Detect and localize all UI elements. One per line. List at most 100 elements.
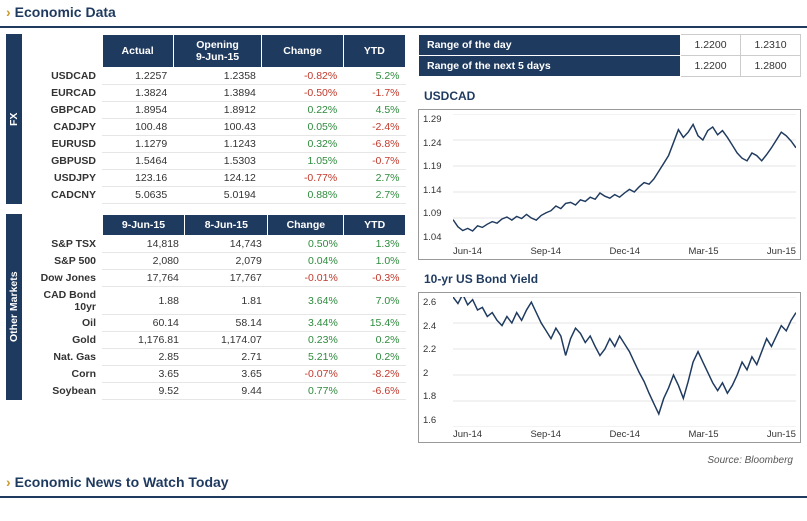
cell-actual: 9.52 (102, 383, 185, 400)
row-label: USDCAD (22, 68, 102, 85)
cell-ytd: 1.0% (344, 253, 406, 270)
section-header-news: ›Economic News to Watch Today (0, 470, 807, 494)
ytick: 1.6 (423, 415, 451, 426)
ytick: 1.8 (423, 391, 451, 402)
cell-open: 1.81 (185, 287, 268, 315)
range-high: 1.2310 (741, 35, 801, 56)
title-text: Economic Data (15, 4, 116, 20)
cell-ytd: -0.3% (344, 270, 406, 287)
row-label: Gold (22, 332, 102, 349)
source-label: Source: Bloomberg (418, 453, 801, 470)
cell-actual: 5.0635 (102, 187, 173, 204)
cell-ytd: -8.2% (344, 366, 406, 383)
cell-open: 14,743 (185, 236, 268, 253)
cell-change: 0.50% (268, 236, 344, 253)
row-label: GBPUSD (22, 153, 102, 170)
xtick: Jun-14 (453, 246, 482, 257)
separator (0, 496, 807, 498)
table-row: USDCAD1.22571.2358-0.82%5.2% (22, 68, 406, 85)
cell-actual: 123.16 (102, 170, 173, 187)
title-text: Economic News to Watch Today (15, 474, 229, 490)
cell-open: 1.1243 (173, 136, 262, 153)
cell-actual: 1.2257 (102, 68, 173, 85)
table-row: Gold1,176.811,174.070.23%0.2% (22, 332, 406, 349)
other-markets-table: 9-Jun-158-Jun-15ChangeYTDS&P TSX14,81814… (22, 214, 406, 400)
row-label: Dow Jones (22, 270, 102, 287)
xtick: Sep-14 (530, 246, 561, 257)
cell-open: 1.5303 (173, 153, 262, 170)
cell-open: 1.3894 (173, 85, 262, 102)
fx-vertical-tab: FX (6, 34, 22, 204)
table-row: EURUSD1.12791.12430.32%-6.8% (22, 136, 406, 153)
cell-actual: 1.88 (102, 287, 185, 315)
cell-actual: 1.5464 (102, 153, 173, 170)
cell-actual: 14,818 (102, 236, 185, 253)
cell-change: 1.05% (262, 153, 343, 170)
cell-ytd: -0.7% (343, 153, 405, 170)
xtick: Mar-15 (688, 429, 718, 440)
ytick: 2 (423, 368, 451, 379)
chart-bond-yield: 2.62.42.221.81.6 Jun-14Sep-14Dec-14Mar-1… (418, 292, 801, 443)
ytick: 1.04 (423, 232, 451, 243)
ytick: 1.29 (423, 114, 451, 125)
cell-change: -0.07% (268, 366, 344, 383)
table-row: Dow Jones17,76417,767-0.01%-0.3% (22, 270, 406, 287)
col-header: YTD (344, 215, 406, 236)
separator (0, 26, 807, 28)
col-header: Change (268, 215, 344, 236)
cell-change: 0.04% (268, 253, 344, 270)
ytick: 1.09 (423, 208, 451, 219)
cell-actual: 3.65 (102, 366, 185, 383)
cell-open: 1.2358 (173, 68, 262, 85)
row-label: USDJPY (22, 170, 102, 187)
chart2-xlabels: Jun-14Sep-14Dec-14Mar-15Jun-15 (423, 427, 796, 440)
cell-ytd: -2.4% (343, 119, 405, 136)
caret-icon: › (6, 474, 11, 490)
range-high: 1.2800 (741, 56, 801, 77)
left-column: FX ActualOpening9-Jun-15ChangeYTDUSDCAD1… (6, 34, 406, 470)
col-header: Opening9-Jun-15 (173, 35, 262, 68)
cell-ytd: 15.4% (344, 315, 406, 332)
col-header: 9-Jun-15 (102, 215, 185, 236)
range-row: Range of the day1.22001.2310 (419, 35, 801, 56)
cell-open: 100.43 (173, 119, 262, 136)
cell-open: 1,174.07 (185, 332, 268, 349)
ytick: 1.19 (423, 161, 451, 172)
ytick: 2.4 (423, 321, 451, 332)
table-row: USDJPY123.16124.12-0.77%2.7% (22, 170, 406, 187)
row-label: S&P TSX (22, 236, 102, 253)
cell-change: -0.50% (262, 85, 343, 102)
cell-ytd: -6.6% (344, 383, 406, 400)
chart1-ylabels: 1.29 1.24 1.19 1.14 1.09 1.04 (423, 114, 451, 243)
cell-open: 5.0194 (173, 187, 262, 204)
right-column: Range of the day1.22001.2310Range of the… (418, 34, 801, 470)
ytick: 1.14 (423, 185, 451, 196)
cell-ytd: 5.2% (343, 68, 405, 85)
cell-change: -0.01% (268, 270, 344, 287)
xtick: Jun-14 (453, 429, 482, 440)
fx-table-container: FX ActualOpening9-Jun-15ChangeYTDUSDCAD1… (6, 34, 406, 204)
cell-open: 1.8912 (173, 102, 262, 119)
cell-ytd: -6.8% (343, 136, 405, 153)
cell-open: 3.65 (185, 366, 268, 383)
table-row: EURCAD1.38241.3894-0.50%-1.7% (22, 85, 406, 102)
cell-ytd: 2.7% (343, 187, 405, 204)
row-label: Oil (22, 315, 102, 332)
cell-ytd: 4.5% (343, 102, 405, 119)
cell-actual: 2.85 (102, 349, 185, 366)
chart-usdcad: 1.291.241.191.141.091.04 Jun-14Sep-14Dec… (418, 109, 801, 260)
row-label: CADCNY (22, 187, 102, 204)
cell-open: 124.12 (173, 170, 262, 187)
cell-actual: 1.1279 (102, 136, 173, 153)
table-row: Nat. Gas2.852.715.21%0.2% (22, 349, 406, 366)
xtick: Jun-15 (767, 429, 796, 440)
range-label: Range of the day (419, 35, 681, 56)
ytick: 1.24 (423, 138, 451, 149)
table-row: GBPUSD1.54641.53031.05%-0.7% (22, 153, 406, 170)
xtick: Dec-14 (609, 429, 640, 440)
other-table-container: Other Markets 9-Jun-158-Jun-15ChangeYTDS… (6, 214, 406, 400)
xtick: Mar-15 (688, 246, 718, 257)
section-header-economic-data: ›Economic Data (0, 0, 807, 24)
chart2-ylabels: 2.62.42.221.81.6 (423, 297, 451, 426)
main-layout: FX ActualOpening9-Jun-15ChangeYTDUSDCAD1… (0, 34, 807, 470)
